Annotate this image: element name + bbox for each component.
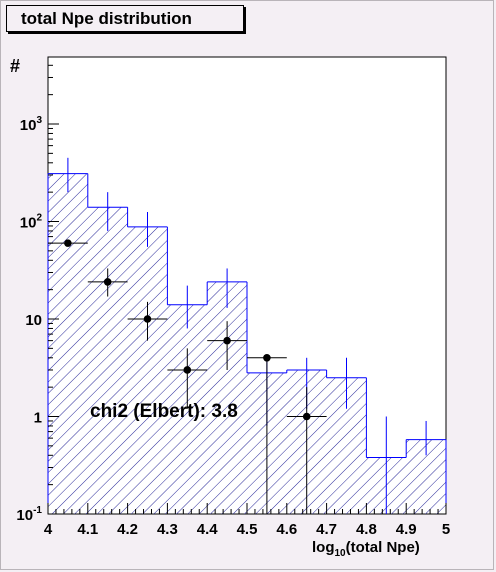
- x-tick-label: 4.3: [157, 521, 178, 538]
- x-axis-label: log10(total Npe): [312, 539, 420, 559]
- data-point: [143, 315, 152, 323]
- chi2-annotation: chi2 (Elbert): 3.8: [90, 401, 238, 422]
- data-point: [64, 239, 72, 247]
- data-point: [302, 412, 311, 421]
- x-tick-label: 4.8: [356, 521, 377, 538]
- x-tick-label: 4.5: [237, 521, 258, 538]
- x-tick-label: 4.2: [117, 521, 138, 538]
- y-tick-label: 102: [20, 213, 43, 232]
- x-tick-label: 4.6: [276, 521, 297, 538]
- y-tick-label: 10-1: [16, 505, 42, 524]
- data-point: [263, 353, 271, 362]
- x-axis-label-main: log: [312, 539, 335, 556]
- y-tick-base: 10: [20, 117, 37, 134]
- y-tick-label: 10: [25, 312, 42, 329]
- y-tick-exponent: -1: [33, 505, 42, 516]
- data-point: [223, 336, 231, 345]
- y-tick-exponent: 2: [36, 213, 42, 224]
- data-point: [183, 366, 192, 374]
- x-tick-label: 4.9: [396, 521, 417, 538]
- x-axis-label-rest: (total Npe): [346, 539, 420, 556]
- x-tick-label: 4.4: [197, 521, 219, 538]
- y-tick-base: 10: [20, 215, 37, 232]
- chart-title: total Npe distribution: [6, 5, 244, 32]
- y-tick-label: 103: [20, 115, 43, 134]
- x-tick-label: 4: [44, 521, 53, 538]
- x-axis-label-sub: 10: [335, 548, 347, 559]
- x-tick-label: 4.7: [316, 521, 337, 538]
- y-tick-label: 1: [34, 410, 42, 427]
- y-tick-exponent: 3: [36, 115, 42, 126]
- x-tick-label: 4.1: [77, 521, 98, 538]
- x-tick-label: 5: [442, 521, 450, 538]
- y-axis-label: #: [10, 56, 20, 76]
- y-tick-base: 10: [16, 507, 33, 524]
- data-point: [103, 278, 112, 286]
